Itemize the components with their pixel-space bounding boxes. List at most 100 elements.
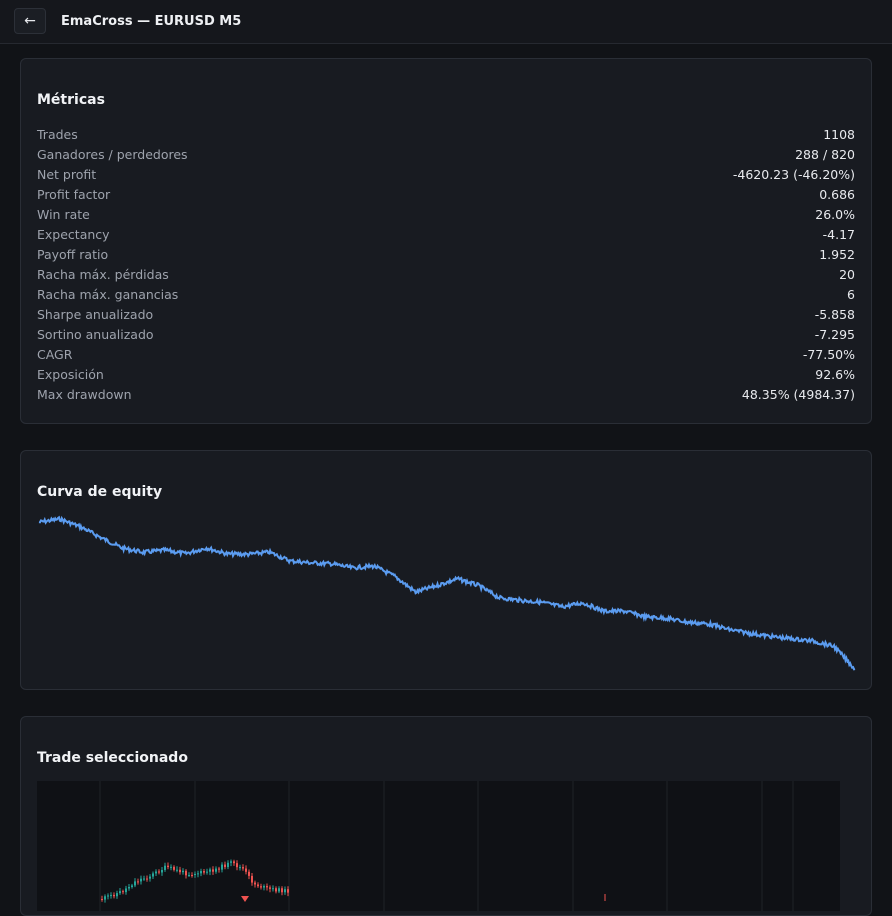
- metric-row-max-win-streak: Racha máx. ganancias 6: [37, 284, 855, 304]
- candle-body: [275, 888, 277, 892]
- candle-body: [119, 891, 121, 894]
- metric-label: Trades: [37, 126, 78, 142]
- candle-body: [194, 873, 196, 876]
- candle-body: [122, 891, 124, 893]
- metric-value: -77.50%: [802, 346, 855, 362]
- sell-marker-icon: [241, 896, 249, 902]
- candle-body: [266, 886, 268, 888]
- candle-body: [143, 878, 145, 880]
- metric-label: CAGR: [37, 346, 73, 362]
- metric-value: 48.35% (4984.37): [741, 386, 855, 402]
- candle-body: [116, 893, 118, 897]
- candle-body: [149, 876, 151, 879]
- metric-row-winners-losers: Ganadores / perdedores 288 / 820: [37, 144, 855, 164]
- metric-value: 0.686: [819, 186, 855, 202]
- equity-card: Curva de equity: [20, 450, 872, 690]
- candle-body: [110, 894, 112, 896]
- candle-body: [251, 875, 253, 883]
- metric-label: Exposición: [37, 366, 104, 382]
- candle-body: [167, 865, 169, 868]
- candle-body: [104, 896, 106, 900]
- candle-body: [185, 870, 187, 876]
- metric-value: 1.952: [819, 246, 855, 262]
- candle-body: [236, 863, 238, 868]
- candle-body: [200, 871, 202, 874]
- equity-series-line: [38, 515, 856, 671]
- metric-row-max-drawdown: Max drawdown 48.35% (4984.37): [37, 384, 855, 404]
- metric-row-max-loss-streak: Racha máx. pérdidas 20: [37, 264, 855, 284]
- candle-body: [206, 871, 208, 873]
- metric-label: Net profit: [37, 166, 97, 182]
- candle-body: [218, 868, 220, 870]
- metric-row-payoff-ratio: Payoff ratio 1.952: [37, 244, 855, 264]
- candle-body: [278, 888, 280, 892]
- candle-body: [263, 886, 265, 888]
- candle-body: [173, 866, 175, 870]
- candle-body: [215, 868, 217, 872]
- candle-body: [284, 889, 286, 893]
- candle-body: [260, 886, 262, 888]
- candle-body: [245, 868, 247, 872]
- candle-body: [146, 878, 148, 880]
- candle-body: [257, 884, 259, 887]
- metric-value: 20: [839, 266, 855, 282]
- candle-body: [179, 869, 181, 873]
- candle-body: [113, 894, 115, 897]
- equity-chart: [38, 515, 856, 671]
- metrics-card: Métricas Trades 1108 Ganadores / perdedo…: [20, 58, 872, 424]
- trade-card: Trade seleccionado: [20, 716, 872, 916]
- candle-body: [140, 878, 142, 882]
- metric-label: Ganadores / perdedores: [37, 146, 188, 162]
- candle-body: [227, 862, 229, 868]
- trade-candlestick-chart[interactable]: [37, 781, 840, 911]
- candle-body: [128, 887, 130, 889]
- candle-body: [233, 861, 235, 864]
- candle-body: [125, 888, 127, 893]
- page-title: EmaCross — EURUSD M5: [61, 14, 242, 29]
- metric-value: -5.858: [814, 306, 855, 322]
- candle-body: [158, 871, 160, 873]
- candle-body: [188, 874, 190, 876]
- candle-body: [182, 870, 184, 873]
- candle-body: [155, 871, 157, 874]
- metric-value: 288 / 820: [795, 146, 855, 162]
- metric-row-trades: Trades 1108: [37, 124, 855, 144]
- metrics-title: Métricas: [37, 92, 105, 108]
- candle-body: [191, 874, 193, 876]
- metric-row-net-profit: Net profit -4620.23 (-46.20%): [37, 164, 855, 184]
- candle-body: [254, 882, 256, 885]
- metric-label: Profit factor: [37, 186, 111, 202]
- metric-value: 6: [847, 286, 855, 302]
- candle-body: [152, 873, 154, 877]
- top-bar: ← EmaCross — EURUSD M5: [0, 0, 892, 44]
- metric-value: -7.295: [814, 326, 855, 342]
- metric-label: Sharpe anualizado: [37, 306, 154, 322]
- candle-body: [248, 871, 250, 876]
- candle-body: [134, 881, 136, 886]
- metric-value: 1108: [823, 126, 855, 142]
- metric-label: Payoff ratio: [37, 246, 109, 262]
- candle-body: [281, 888, 283, 893]
- candle-body: [161, 869, 163, 873]
- candle-body: [170, 866, 172, 868]
- candle-body: [242, 867, 244, 869]
- candle-body: [209, 869, 211, 872]
- candle-body: [137, 881, 139, 883]
- candle-body: [239, 867, 241, 869]
- metric-row-profit-factor: Profit factor 0.686: [37, 184, 855, 204]
- candle-body: [164, 865, 166, 870]
- equity-title: Curva de equity: [37, 484, 163, 500]
- candle-body: [224, 864, 226, 868]
- candle-body: [287, 889, 289, 893]
- candle-body: [197, 873, 199, 875]
- metric-label: Expectancy: [37, 226, 110, 242]
- candle-body: [176, 869, 178, 871]
- candle-body: [131, 885, 133, 888]
- metric-row-exposure: Exposición 92.6%: [37, 364, 855, 384]
- metric-label: Racha máx. pérdidas: [37, 266, 169, 282]
- metric-label: Sortino anualizado: [37, 326, 154, 342]
- back-button[interactable]: ←: [14, 8, 46, 34]
- metric-value: 26.0%: [815, 206, 855, 222]
- candle-body: [272, 888, 274, 890]
- candle-body: [212, 869, 214, 872]
